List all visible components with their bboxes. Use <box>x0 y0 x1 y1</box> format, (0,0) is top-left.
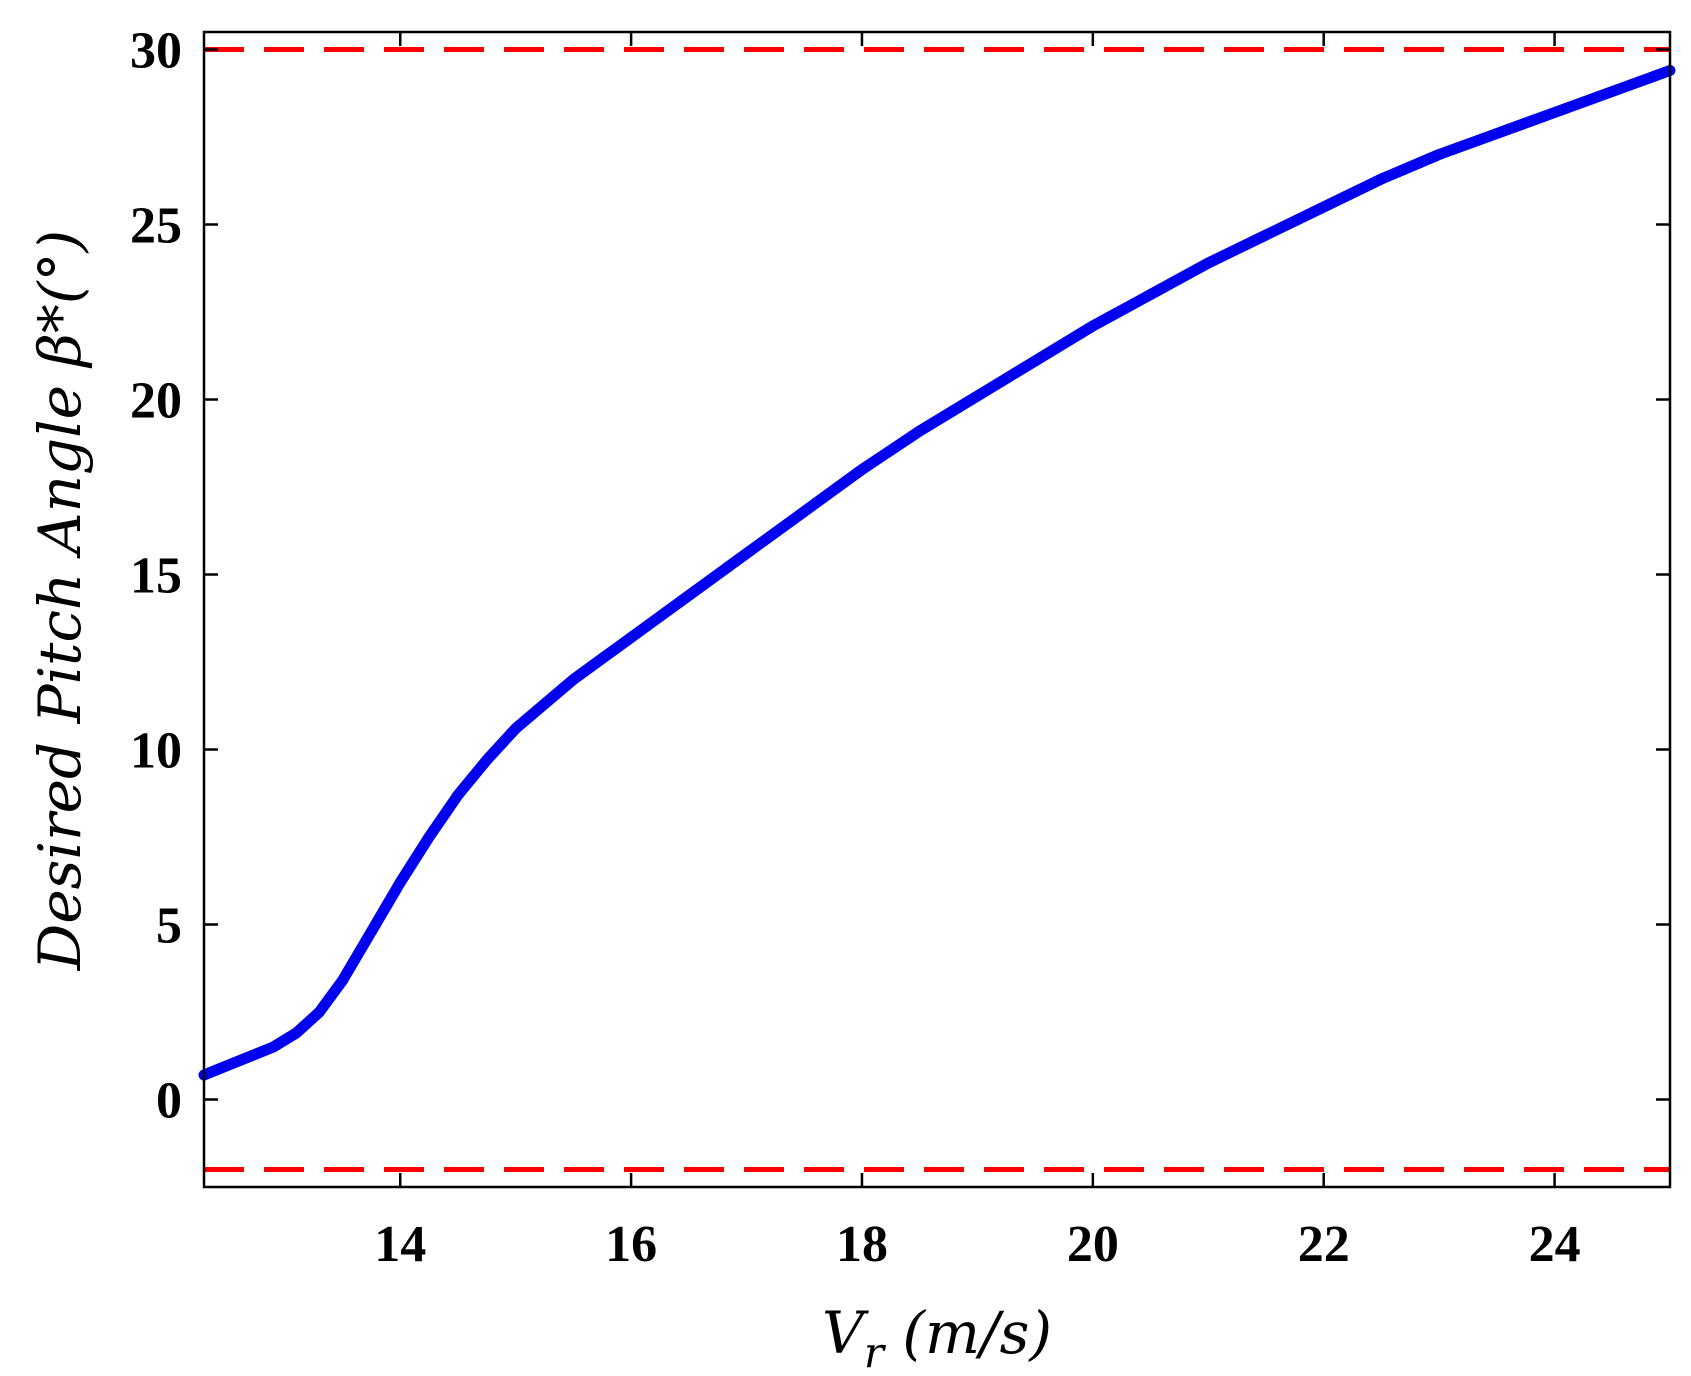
pitch-angle-curve <box>198 65 1676 1081</box>
ticks-layer: 14 16 18 20 22 24 0 5 10 15 20 25 30 <box>130 23 1670 1273</box>
x-tick-label: 22 <box>1298 1216 1350 1273</box>
x-axis-label-subscript: r <box>864 1328 887 1376</box>
y-axis-label: Desired Pitch Angle β*(°) <box>26 230 94 971</box>
x-tick-label: 24 <box>1529 1216 1581 1273</box>
x-tick-label: 20 <box>1067 1216 1119 1273</box>
x-tick-label: 16 <box>605 1216 657 1273</box>
y-tick-label: 15 <box>130 548 182 605</box>
plot-frame <box>202 30 1672 1189</box>
x-axis-label: Vr (m/s) <box>822 1299 1052 1376</box>
x-tick-label: 18 <box>836 1216 888 1273</box>
x-axis-label-units: (m/s) <box>884 1299 1052 1367</box>
y-tick-label: 20 <box>130 373 182 430</box>
y-tick-label: 5 <box>156 898 182 955</box>
y-tick-label: 10 <box>130 723 182 780</box>
y-tick-label: 0 <box>156 1073 182 1130</box>
y-tick-label: 30 <box>130 23 182 80</box>
series-layer <box>198 47 1676 1172</box>
y-tick-label: 25 <box>130 198 182 255</box>
x-tick-label: 14 <box>374 1216 426 1273</box>
x-axis-label-main: V <box>822 1299 869 1367</box>
